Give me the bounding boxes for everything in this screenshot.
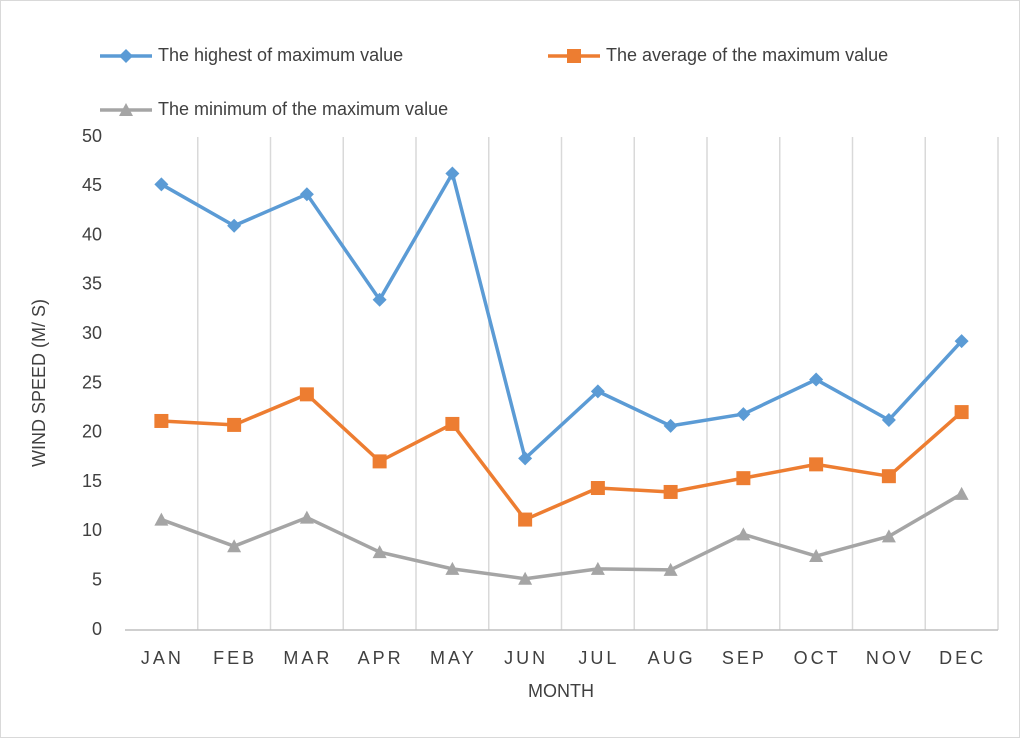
x-tick-label: MAR bbox=[283, 648, 332, 668]
marker bbox=[299, 510, 314, 524]
marker bbox=[809, 457, 824, 472]
marker bbox=[663, 418, 678, 433]
y-tick-label: 45 bbox=[82, 175, 102, 195]
x-tick-label: FEB bbox=[213, 648, 257, 668]
marker bbox=[954, 334, 969, 349]
x-tick-label: MAY bbox=[430, 648, 477, 668]
marker bbox=[809, 372, 824, 387]
y-axis-label: WIND SPEED (M/ S) bbox=[29, 299, 49, 467]
x-tick-label: JAN bbox=[141, 648, 184, 668]
series-line bbox=[160, 171, 963, 461]
y-tick-label: 15 bbox=[82, 471, 102, 491]
marker bbox=[809, 549, 824, 563]
marker bbox=[518, 451, 533, 466]
legend-label: The average of the maximum value bbox=[606, 45, 888, 65]
marker bbox=[445, 561, 460, 575]
marker bbox=[227, 539, 242, 553]
y-tick-label: 25 bbox=[82, 372, 102, 392]
marker bbox=[590, 561, 605, 575]
x-tick-label: JUN bbox=[504, 648, 548, 668]
x-tick-label: DEC bbox=[939, 648, 986, 668]
marker bbox=[227, 417, 242, 432]
x-tick-label: APR bbox=[358, 648, 404, 668]
marker bbox=[736, 471, 751, 486]
y-tick-label: 40 bbox=[82, 224, 102, 244]
x-tick-label: JUL bbox=[578, 648, 619, 668]
marker bbox=[372, 545, 387, 559]
series-line bbox=[161, 392, 963, 522]
y-tick-label: 50 bbox=[82, 126, 102, 146]
x-axis-label: MONTH bbox=[528, 681, 594, 701]
y-tick-label: 5 bbox=[92, 569, 102, 589]
marker bbox=[663, 484, 678, 499]
marker bbox=[227, 218, 242, 233]
y-tick-label: 10 bbox=[82, 520, 102, 540]
legend-label: The minimum of the maximum value bbox=[158, 99, 448, 119]
x-tick-label: NOV bbox=[866, 648, 914, 668]
marker bbox=[154, 413, 169, 428]
x-tick-label: OCT bbox=[794, 648, 841, 668]
marker bbox=[954, 486, 969, 500]
marker bbox=[736, 527, 751, 541]
marker bbox=[299, 187, 314, 202]
marker bbox=[881, 529, 896, 543]
y-tick-label: 20 bbox=[82, 422, 102, 442]
marker bbox=[663, 562, 678, 576]
y-tick-label: 35 bbox=[82, 274, 102, 294]
y-tick-label: 0 bbox=[92, 619, 102, 639]
marker bbox=[736, 407, 751, 422]
marker bbox=[518, 571, 533, 585]
marker bbox=[445, 166, 460, 181]
marker bbox=[881, 412, 896, 427]
marker bbox=[119, 103, 133, 116]
marker bbox=[590, 384, 605, 399]
marker bbox=[590, 481, 605, 496]
legend-label: The highest of maximum value bbox=[158, 45, 403, 65]
marker bbox=[518, 512, 533, 527]
x-tick-label: AUG bbox=[648, 648, 696, 668]
marker bbox=[119, 49, 133, 63]
marker bbox=[154, 177, 169, 192]
x-tick-label: SEP bbox=[722, 648, 767, 668]
marker bbox=[154, 512, 169, 526]
marker bbox=[372, 292, 387, 307]
marker bbox=[372, 454, 387, 469]
marker bbox=[567, 49, 581, 63]
marker bbox=[881, 469, 896, 484]
marker bbox=[299, 387, 314, 402]
marker bbox=[445, 416, 460, 431]
series-line bbox=[160, 492, 963, 581]
y-tick-label: 30 bbox=[82, 323, 102, 343]
marker bbox=[954, 405, 969, 420]
